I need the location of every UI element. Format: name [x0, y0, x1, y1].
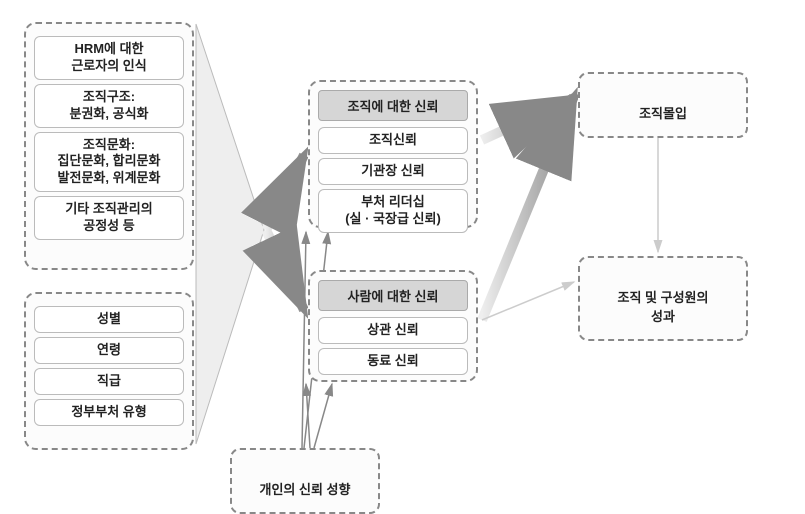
trust_org-item-1: 기관장 신뢰 [318, 158, 468, 185]
trust_org-item-2: 부처 리더십 (실 · 국장급 신뢰) [318, 189, 468, 233]
arrow-7 [482, 96, 574, 320]
trust_org-item-0: 조직신뢰 [318, 127, 468, 154]
antecedents_indiv-item-1: 연령 [34, 337, 184, 364]
performance-label: 조직 및 구성원의 성과 [618, 290, 709, 324]
antecedents_indiv-item-2: 직급 [34, 368, 184, 395]
personal-trust-tendency: 개인의 신뢰 성향 [230, 448, 380, 514]
trust_org-header: 조직에 대한 신뢰 [318, 90, 468, 121]
arrow-2 [302, 232, 306, 448]
antecedents_indiv-item-0: 성별 [34, 306, 184, 333]
antecedents-org-group: HRM에 대한 근로자의 인식조직구조: 분권화, 공식화조직문화: 집단문화,… [24, 22, 194, 270]
trust_people-item-1: 동료 신뢰 [318, 348, 468, 375]
antecedents_indiv-item-3: 정부부처 유형 [34, 399, 184, 426]
arrow-4 [306, 384, 310, 448]
antecedents_org-item-1: 조직구조: 분권화, 공식화 [34, 84, 184, 128]
org-commitment: 조직몰입 [578, 72, 748, 138]
trust-people-group: 사람에 대한 신뢰상관 신뢰동료 신뢰 [308, 270, 478, 382]
antecedents_org-item-0: HRM에 대한 근로자의 인식 [34, 36, 184, 80]
arrow-0 [266, 155, 304, 230]
trust_people-item-0: 상관 신뢰 [318, 317, 468, 344]
arrow-5 [314, 384, 332, 448]
commitment-label: 조직몰입 [639, 106, 687, 121]
personal-tendency-label: 개인의 신뢰 성향 [260, 482, 351, 497]
org-performance: 조직 및 구성원의 성과 [578, 256, 748, 341]
chevron-shape [196, 24, 264, 444]
arrow-6 [482, 98, 574, 140]
antecedents-indiv-group: 성별연령직급정부부처 유형 [24, 292, 194, 450]
antecedents_org-item-2: 조직문화: 집단문화, 합리문화 발전문화, 위계문화 [34, 132, 184, 193]
trust-org-group: 조직에 대한 신뢰조직신뢰기관장 신뢰부처 리더십 (실 · 국장급 신뢰) [308, 80, 478, 228]
trust_people-header: 사람에 대한 신뢰 [318, 280, 468, 311]
arrow-8 [482, 282, 574, 320]
arrow-1 [266, 230, 304, 310]
antecedents_org-item-3: 기타 조직관리의 공정성 등 [34, 196, 184, 240]
